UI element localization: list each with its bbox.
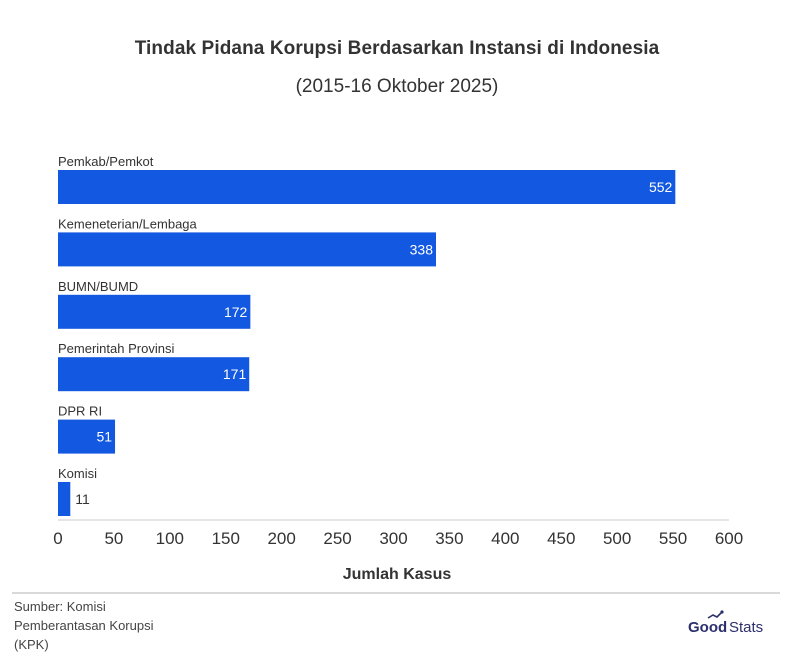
data-label: 338 bbox=[410, 241, 434, 257]
x-tick-label: 0 bbox=[53, 529, 62, 548]
data-label: 171 bbox=[223, 366, 247, 382]
source-line-2: Pemberantasan Korupsi bbox=[14, 618, 154, 633]
x-tick-label: 600 bbox=[715, 529, 743, 548]
logo-good-text: Good bbox=[688, 619, 727, 636]
logo-stats-text: Stats bbox=[729, 619, 763, 636]
data-label: 552 bbox=[649, 179, 673, 195]
bar-chart: Pemkab/Pemkot 552 Kemeneterian/Lembaga 338 B… bbox=[53, 154, 743, 548]
category-label: DPR RI bbox=[58, 404, 102, 419]
data-label: 11 bbox=[75, 491, 90, 507]
data-label: 172 bbox=[224, 304, 248, 320]
footer-divider bbox=[12, 592, 780, 594]
x-axis-label: Jumlah Kasus bbox=[342, 566, 452, 583]
category-label: Pemkab/Pemkot bbox=[58, 154, 154, 169]
category-label: Kemeneterian/Lembaga bbox=[58, 216, 198, 231]
x-tick-label: 350 bbox=[435, 529, 463, 548]
data-label: 51 bbox=[96, 429, 112, 445]
x-tick-label: 450 bbox=[547, 529, 575, 548]
source-line-3: (KPK) bbox=[14, 637, 49, 652]
source-note: Sumber: Komisi Pemberantasan Korupsi (KP… bbox=[14, 597, 214, 654]
x-tick-label: 300 bbox=[379, 529, 407, 548]
goodstats-logo: Good Stats bbox=[688, 610, 763, 636]
chart-title: Tindak Pidana Korupsi Berdasarkan Instan… bbox=[134, 38, 660, 59]
bar bbox=[58, 170, 676, 204]
bar bbox=[58, 357, 250, 392]
bar bbox=[58, 419, 116, 454]
bar bbox=[58, 482, 71, 516]
category-label: Komisi bbox=[58, 466, 97, 481]
x-tick-label: 150 bbox=[212, 529, 240, 548]
logo-chart-icon bbox=[707, 610, 724, 619]
x-tick-label: 100 bbox=[156, 529, 184, 548]
bar bbox=[58, 294, 251, 329]
category-label: BUMN/BUMD bbox=[58, 279, 138, 294]
chart-subtitle: (2015-16 Oktober 2025) bbox=[295, 76, 499, 97]
x-tick-label: 550 bbox=[659, 529, 687, 548]
x-tick-label: 500 bbox=[603, 529, 631, 548]
category-label: Pemerintah Provinsi bbox=[58, 341, 174, 356]
x-tick-label: 400 bbox=[491, 529, 519, 548]
source-line-1: Sumber: Komisi bbox=[14, 599, 106, 614]
x-tick-label: 250 bbox=[323, 529, 351, 548]
x-tick-label: 200 bbox=[267, 529, 295, 548]
x-tick-label: 50 bbox=[104, 529, 123, 548]
bar bbox=[58, 232, 436, 267]
